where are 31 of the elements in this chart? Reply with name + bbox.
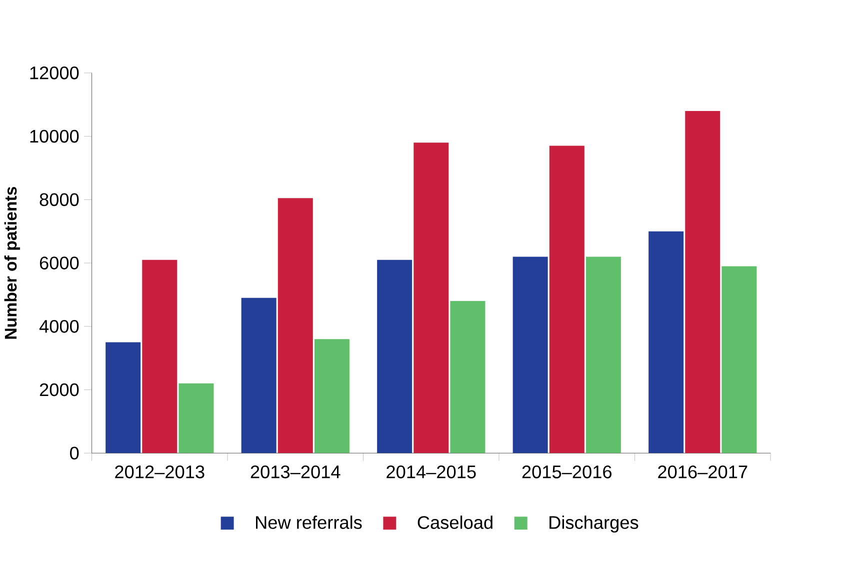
- legend-label: New referrals: [256, 516, 362, 529]
- bar: [586, 256, 621, 454]
- bar: [314, 339, 350, 454]
- x-tick-label: 2016–2017: [658, 465, 748, 478]
- y-tick-label: 2000: [40, 383, 79, 396]
- y-tick-label: 10000: [30, 130, 79, 143]
- bar: [414, 142, 449, 454]
- x-tick-label: 2012–2013: [115, 465, 204, 478]
- legend-label: Discharges: [550, 516, 638, 533]
- bar: [142, 260, 178, 454]
- bar: [278, 198, 313, 454]
- bar: [178, 383, 214, 454]
- bar: [685, 110, 720, 454]
- bar: [450, 301, 486, 454]
- x-tick-label: 2014–2015: [386, 465, 476, 478]
- legend-label: Caseload: [418, 516, 492, 529]
- y-tick-label: 0: [70, 446, 79, 460]
- bar: [722, 266, 757, 454]
- bar: [549, 146, 584, 454]
- bar: [648, 231, 684, 454]
- bar: [106, 342, 141, 454]
- bar: [241, 298, 276, 454]
- y-tick-label: 8000: [40, 193, 79, 206]
- bar: [512, 256, 548, 454]
- x-tick-label: 2013–2014: [250, 465, 340, 478]
- y-tick-label: 12000: [30, 66, 79, 80]
- y-axis-title: Number of patients: [4, 186, 20, 339]
- y-tick-label: 4000: [39, 320, 79, 333]
- bar: [377, 260, 412, 454]
- y-tick-label: 6000: [40, 256, 79, 270]
- x-tick-label: 2015–2016: [522, 465, 612, 478]
